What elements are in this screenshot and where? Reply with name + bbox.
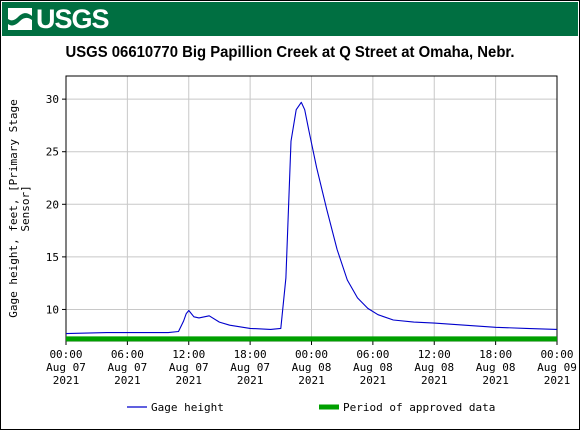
x-tick-label-line: Aug 08 [414,361,454,374]
gage-height-line [65,101,558,335]
x-tick-label-line: 2021 [544,374,571,387]
x-tick-label-line: 18:00 [479,348,512,361]
x-tick-label-line: 2021 [298,374,325,387]
x-tick-label: 12:00 Aug 07 2021 [169,348,209,387]
x-tick-label: 00:00 Aug 08 2021 [292,348,332,387]
x-tick-label-line: 12:00 [418,348,451,361]
x-tick-label-line: 2021 [53,374,80,387]
y-tick-label: 10 [46,303,59,316]
x-tick-label-line: 18:00 [234,348,267,361]
legend-label: Period of approved data [343,401,495,414]
x-tick-label: 06:00 Aug 07 2021 [108,348,148,387]
x-tick-label-line: 06:00 [356,348,389,361]
x-tick-label: 06:00 Aug 08 2021 [353,348,393,387]
x-tick-label-line: Aug 08 [476,361,516,374]
x-tick-label-line: Aug 07 [108,361,148,374]
y-tick-label: 15 [46,251,59,264]
legend-label: Gage height [151,401,224,414]
y-axis-label-line: Gage height, feet, [Primary Stage [7,99,20,318]
x-tick-label-line: Aug 08 [292,361,332,374]
x-tick-label-line: 2021 [176,374,203,387]
x-tick-label-line: 2021 [360,374,387,387]
x-tick-label-line: 06:00 [111,348,144,361]
x-tick-label-line: 2021 [421,374,448,387]
y-axis-label: Gage height, feet, [Primary StageSensor] [7,99,32,318]
x-tick-label: 00:00 Aug 07 2021 [46,348,86,387]
x-tick-label-line: 12:00 [172,348,205,361]
x-tick-label-line: 2021 [237,374,264,387]
usgs-wave-icon [7,8,33,30]
x-tick-label-line: Aug 07 [230,361,270,374]
x-tick-label-line: Aug 08 [353,361,393,374]
chart-title: USGS 06610770 Big Papillion Creek at Q S… [65,44,515,61]
usgs-logo[interactable]: USGS [7,4,110,34]
x-tick-label-line: 00:00 [540,348,573,361]
x-tick-label-line: 2021 [482,374,509,387]
x-tick-label: 12:00 Aug 08 2021 [414,348,454,387]
x-tick-label-line: 00:00 [295,348,328,361]
x-tick-label: 00:00 Aug 09 2021 [537,348,577,387]
x-tick-label-line: 00:00 [49,348,82,361]
x-tick-label-line: Aug 07 [169,361,209,374]
y-axis-label-line: Sensor] [19,185,32,231]
usgs-logo-text: USGS [36,4,110,34]
y-tick-label: 30 [46,93,59,106]
y-tick-label: 25 [46,146,59,159]
x-tick-label-line: 2021 [114,374,141,387]
x-tick-label-line: Aug 09 [537,361,577,374]
x-tick-label-line: Aug 07 [46,361,86,374]
x-tick-label: 18:00 Aug 08 2021 [476,348,516,387]
x-tick-label: 18:00 Aug 07 2021 [230,348,270,387]
y-tick-label: 20 [46,198,59,211]
usgs-banner: USGS [2,2,578,36]
